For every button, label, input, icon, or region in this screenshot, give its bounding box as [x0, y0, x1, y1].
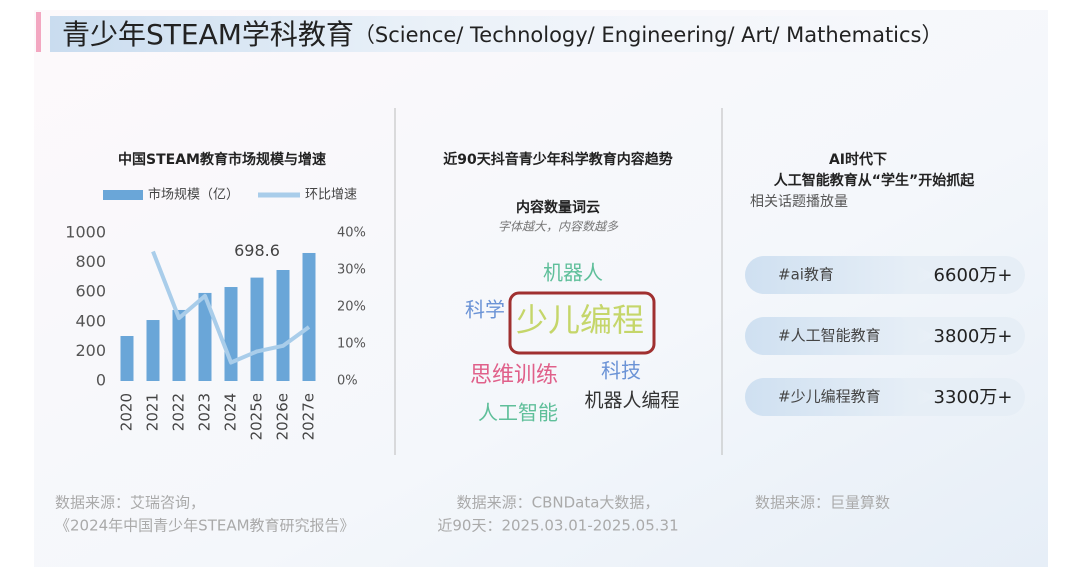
x-tick-label: 2025e [248, 393, 266, 440]
panel-subtitle: 相关话题播放量 [750, 194, 848, 210]
note: 字体越大，内容数越多 [498, 220, 619, 234]
y2-tick-label: 20% [337, 300, 366, 315]
title-main: 青少年STEAM学科教育 [62, 18, 354, 51]
legend-swatch [103, 190, 143, 200]
topic-value: 3300万+ [934, 387, 1013, 408]
x-tick-label: 2026e [274, 393, 292, 440]
panel-title: 近90天抖音青少年科学教育内容趋势 [443, 151, 672, 168]
bar [302, 252, 316, 381]
x-tick-label: 2020 [118, 393, 136, 431]
y2-tick-label: 10% [337, 337, 366, 352]
y-tick-label: 400 [75, 311, 106, 330]
bar [250, 277, 264, 381]
y-tick-label: 800 [75, 252, 106, 271]
bar [120, 336, 134, 381]
panel-title: AI时代下 [829, 151, 887, 168]
y2-tick-label: 0% [337, 374, 358, 389]
source: 近90天：2025.03.01-2025.05.31 [437, 517, 678, 535]
pill-arrow [745, 378, 935, 416]
topic-tag: #人工智能教育 [778, 327, 881, 345]
word: 机器人 [543, 261, 603, 285]
y2-tick-label: 30% [337, 263, 366, 278]
chart-title: 中国STEAM教育市场规模与增速 [118, 151, 326, 168]
line [151, 250, 311, 365]
bar [276, 270, 290, 381]
data-label: 698.6 [234, 241, 280, 260]
title-bar [50, 16, 1050, 52]
accent-bar [36, 12, 41, 52]
bar [172, 309, 186, 381]
x-tick-label: 2024 [222, 393, 240, 431]
x-tick-label: 2022 [170, 393, 188, 431]
x-tick-label: 2021 [144, 393, 162, 431]
title-sub: （Science/ Technology/ Engineering/ Art/ … [354, 23, 943, 47]
pill-arrow [745, 256, 935, 294]
word: 科技 [601, 359, 641, 383]
y-tick-label: 600 [75, 282, 106, 301]
pill-arrow [745, 317, 935, 355]
x-tick-label: 2023 [196, 393, 214, 431]
y-tick-label: 1000 [65, 223, 106, 242]
source: 数据来源：巨量算数 [755, 494, 890, 512]
topic-tag: #ai教育 [778, 266, 834, 284]
word: 人工智能 [478, 401, 558, 425]
bar [146, 320, 160, 381]
source: 数据来源：CBNData大数据， [457, 494, 660, 512]
word: 少儿编程 [516, 301, 644, 339]
panel-title: 人工智能教育从“学生”开始抓起 [774, 172, 975, 189]
legend-label: 市场规模（亿） [148, 187, 239, 203]
topic-value: 3800万+ [934, 326, 1013, 347]
source: 数据来源：艾瑞咨询， [55, 494, 205, 512]
highlight-box [508, 291, 656, 355]
bar [224, 287, 238, 381]
title: 青少年STEAM学科教育（Science/ Technology/ Engine… [62, 18, 943, 51]
legend-label: 环比增速 [305, 188, 357, 203]
word: 思维训练 [470, 363, 558, 388]
topic-tag: #少儿编程教育 [778, 388, 881, 406]
x-tick-label: 2027e [300, 393, 318, 440]
word: 科学 [465, 298, 505, 322]
bar [198, 292, 212, 381]
panel-subtitle: 内容数量词云 [516, 199, 600, 216]
source: 《2024年中国青少年STEAM教育研究报告》 [55, 517, 355, 535]
y-tick-label: 200 [75, 341, 106, 360]
word: 机器人编程 [584, 390, 679, 412]
topic-value: 6600万+ [934, 265, 1013, 286]
y-tick-label: 0 [96, 371, 106, 390]
y2-tick-label: 40% [337, 226, 366, 241]
